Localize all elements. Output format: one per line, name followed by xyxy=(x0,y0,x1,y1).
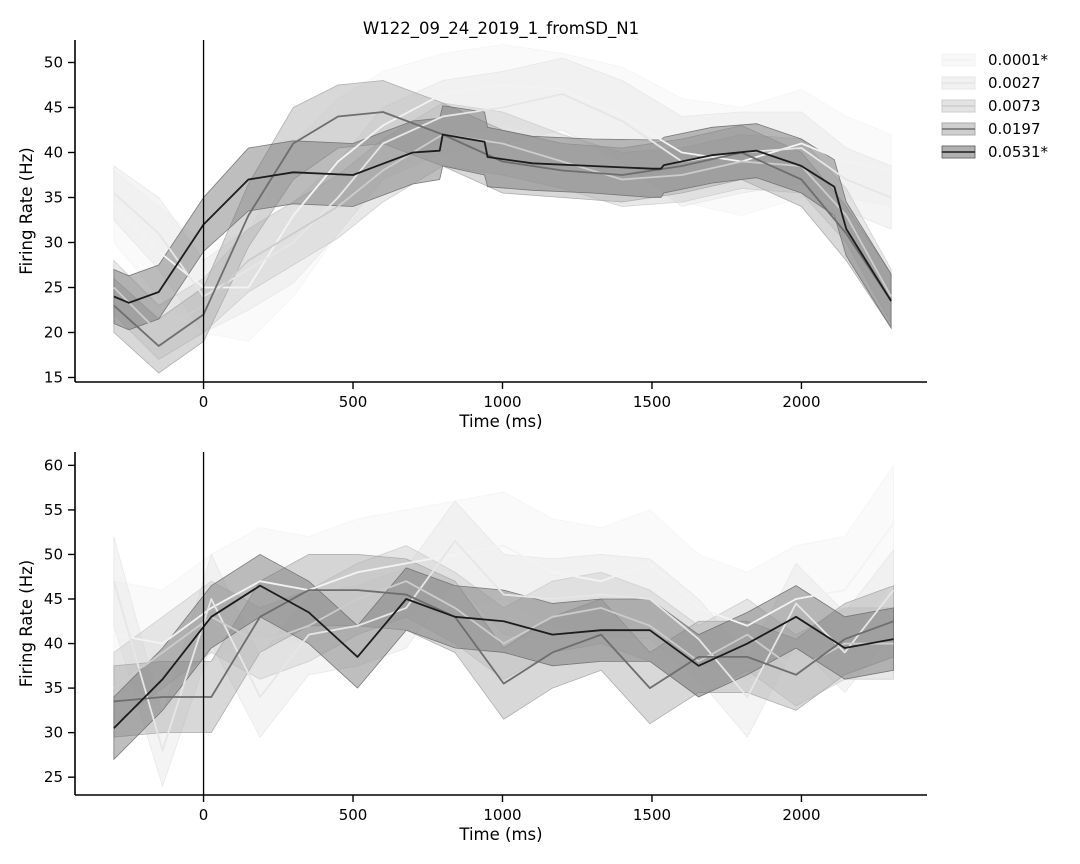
y-axis-label: Firing Rate (Hz) xyxy=(17,147,36,274)
x-tick-label: 2000 xyxy=(782,393,820,411)
legend-item: 0.0073 xyxy=(941,97,1041,115)
legend-label: 0.0073 xyxy=(988,97,1041,115)
y-tick-label: 35 xyxy=(44,679,63,697)
line-series-4 xyxy=(113,133,892,304)
y-tick-label: 25 xyxy=(44,279,63,297)
legend: 0.0001* 0.0027 0.0073 0.0197 0.0531* xyxy=(941,51,1048,161)
y-tick-label: 20 xyxy=(44,324,63,342)
y-tick-label: 45 xyxy=(44,99,63,117)
x-axis-label: Time (ms) xyxy=(458,825,542,844)
x-tick-label: 1000 xyxy=(483,806,521,824)
x-tick-label: 0 xyxy=(199,806,209,824)
y-tick-label: 45 xyxy=(44,590,63,608)
line-series-3 xyxy=(113,589,894,703)
legend-label: 0.0001* xyxy=(988,51,1048,69)
x-tick-label: 1000 xyxy=(483,393,521,411)
line-series-2 xyxy=(113,580,894,689)
x-tick-label: 1500 xyxy=(633,393,671,411)
y-tick-label: 30 xyxy=(44,724,63,742)
line-series-0 xyxy=(113,84,892,289)
y-tick-label: 50 xyxy=(44,54,63,72)
y-tick-label: 55 xyxy=(44,501,63,519)
legend-label: 0.0531* xyxy=(988,143,1048,161)
bottom-panel: 0 500 1000 1500 2000 25 30 35 40 45 50 55 60 Time (ms… xyxy=(17,452,927,844)
legend-item: 0.0197 xyxy=(941,120,1041,138)
x-axis-label: Time (ms) xyxy=(458,412,542,431)
y-tick-label: 25 xyxy=(44,768,63,786)
x-tick-label: 500 xyxy=(339,393,368,411)
y-tick-label: 35 xyxy=(44,189,63,207)
x-tick-label: 0 xyxy=(199,393,209,411)
legend-label: 0.0197 xyxy=(988,120,1041,138)
chart-title: W122_09_24_2019_1_fromSD_N1 xyxy=(363,19,639,39)
legend-label: 0.0027 xyxy=(988,74,1041,92)
y-tick-label: 40 xyxy=(44,144,63,162)
line-series-3 xyxy=(113,111,892,347)
x-tick-label: 1500 xyxy=(633,806,671,824)
y-tick-label: 30 xyxy=(44,234,63,252)
x-tick-label: 2000 xyxy=(782,806,820,824)
line-series-0 xyxy=(113,522,895,645)
x-tick-label: 500 xyxy=(339,806,368,824)
plot-area xyxy=(112,464,895,788)
top-panel: 0 500 1000 1500 2000 15 20 25 30 35 40 45 50 Time (ms… xyxy=(17,40,927,431)
y-tick-label: 40 xyxy=(44,635,63,653)
line-series-4 xyxy=(113,584,894,729)
y-tick-label: 15 xyxy=(44,369,63,387)
y-axis-label: Firing Rate (Hz) xyxy=(17,560,36,687)
legend-item: 0.0027 xyxy=(941,74,1041,92)
plot-area xyxy=(113,44,892,374)
y-tick-label: 60 xyxy=(44,456,63,474)
y-tick-label: 50 xyxy=(44,545,63,563)
line-series-1 xyxy=(112,540,895,752)
legend-item: 0.0531* xyxy=(941,143,1048,161)
legend-item: 0.0001* xyxy=(941,51,1048,69)
